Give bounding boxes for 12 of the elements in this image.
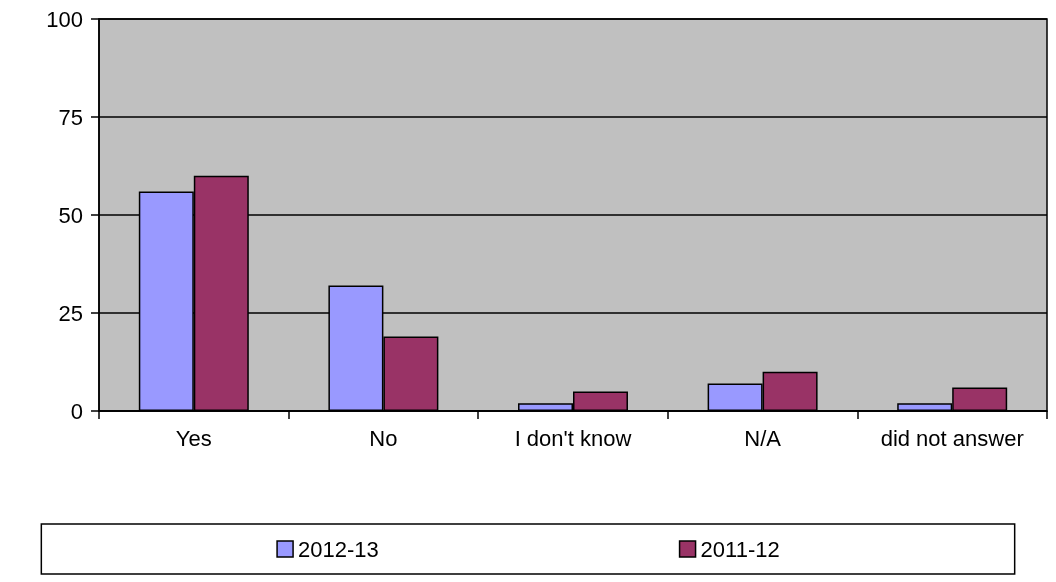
x-tick-label: I don't know [514, 425, 632, 451]
y-tick-label: 75 [58, 104, 83, 130]
y-tick-label: 100 [46, 6, 83, 32]
y-tick-label: 25 [58, 300, 83, 326]
x-tick-label: did not answer [880, 425, 1024, 451]
legend-label: 2012-13 [298, 536, 379, 562]
x-tick-label: N/A [744, 425, 782, 451]
y-tick-label: 0 [70, 398, 83, 424]
x-tick-label: Yes [175, 425, 212, 451]
y-tick-label: 50 [58, 202, 83, 228]
legend-label: 2011-12 [700, 536, 780, 562]
x-tick-label: No [369, 425, 398, 451]
